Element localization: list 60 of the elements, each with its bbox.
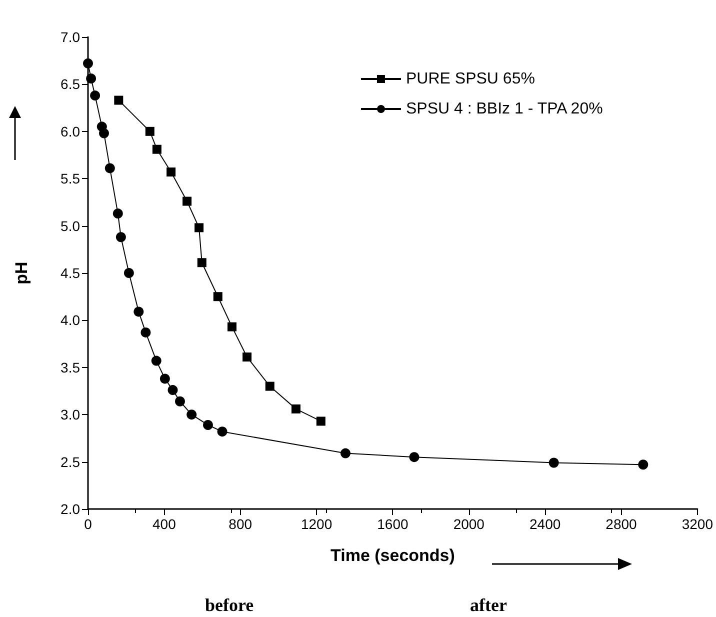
- point: [99, 128, 109, 138]
- point: [265, 382, 274, 391]
- y-tick-label: 6.5: [60, 76, 80, 92]
- text: before: [205, 595, 254, 615]
- point: [86, 74, 96, 84]
- point: [186, 410, 197, 420]
- point: [90, 90, 100, 101]
- y-tick-label: 5.0: [60, 218, 80, 234]
- point: [548, 458, 559, 468]
- point: [166, 167, 176, 176]
- y-tick-label: 3.0: [60, 406, 80, 423]
- point: [140, 327, 151, 338]
- point: [182, 196, 192, 206]
- point: [202, 420, 213, 430]
- point: [134, 306, 144, 317]
- x-tick-label: 1600: [377, 516, 408, 532]
- point: [227, 322, 236, 332]
- point: [114, 96, 124, 105]
- x-tick-label: 2400: [529, 516, 561, 532]
- point: [409, 452, 420, 462]
- point: [104, 163, 115, 174]
- legend-label: SPSU 4 : BBIz 1 - TPA 20%: [406, 100, 603, 118]
- y-tick-label: 7.0: [60, 29, 80, 45]
- point: [291, 404, 300, 414]
- x-tick-label: 800: [228, 516, 252, 532]
- x-tick-label: 400: [152, 516, 176, 532]
- point: [242, 352, 252, 362]
- point: [213, 292, 222, 302]
- x-axis-title: Time (seconds): [330, 546, 455, 565]
- text: after: [470, 595, 507, 615]
- point: [316, 416, 326, 426]
- y-tick-label: 3.5: [60, 359, 80, 376]
- point: [83, 58, 93, 68]
- point: [197, 258, 206, 268]
- y-tick-label: 5.5: [60, 170, 80, 187]
- point: [340, 448, 350, 458]
- x-tick-label: 3200: [682, 516, 714, 532]
- x-tick-label: 2000: [453, 516, 485, 532]
- point: [145, 126, 154, 136]
- y-tick-label: 2.5: [60, 454, 80, 470]
- y-axis-title: pH: [12, 262, 31, 284]
- y-tick-label: 4.0: [60, 312, 80, 328]
- point: [160, 374, 170, 384]
- x-tick-label: 1200: [300, 516, 332, 532]
- point: [638, 460, 648, 470]
- point: [124, 268, 134, 278]
- point: [168, 385, 178, 396]
- x-tick-label: 2800: [606, 516, 638, 532]
- point: [116, 232, 126, 242]
- y-tick-label: 6.0: [60, 123, 80, 140]
- point: [194, 223, 204, 232]
- y-tick-label: 4.5: [60, 265, 80, 281]
- x-tick-label: 0: [84, 516, 92, 532]
- point: [152, 144, 162, 154]
- point: [151, 356, 162, 366]
- point: [112, 208, 123, 219]
- legend-label: PURE SPSU 65%: [406, 70, 535, 88]
- point: [174, 396, 185, 406]
- y-tick-label: 2.0: [60, 501, 80, 517]
- point: [217, 426, 228, 437]
